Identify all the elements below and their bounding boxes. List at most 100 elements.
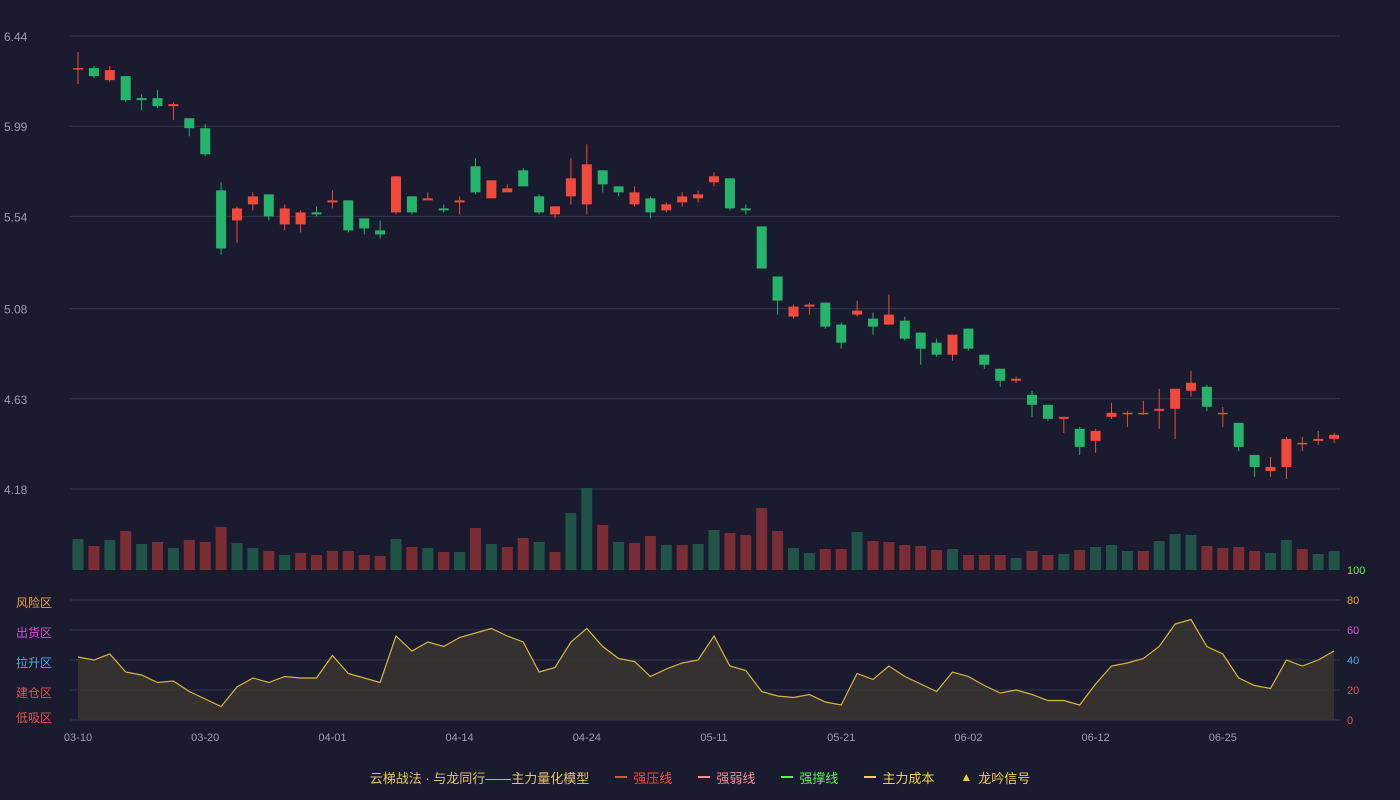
volume-bar (358, 555, 370, 570)
volume-bar (740, 535, 752, 570)
candle-down (931, 338, 942, 357)
candle-body (581, 164, 592, 205)
candle-body (406, 196, 417, 213)
zone-label: 建仓区 (16, 686, 52, 700)
candle-body (724, 178, 735, 209)
candle-down (216, 182, 227, 255)
candle-up (295, 210, 306, 233)
candle-down (136, 94, 147, 111)
volume-bar (1265, 553, 1276, 570)
indicator-line (77, 618, 1335, 708)
candle-body (661, 204, 672, 211)
legend-item-signal[interactable]: ▲ 龙吟信号 (960, 768, 1030, 787)
candle-body (263, 194, 274, 217)
volume-bar (581, 488, 593, 570)
candle-up (1281, 436, 1292, 479)
volume-bar (1328, 551, 1340, 570)
candle-down (263, 194, 274, 221)
candle-body (550, 206, 560, 215)
legend-swatch-main-cost (864, 776, 877, 778)
candle-body (836, 324, 847, 343)
candlestick-series (73, 52, 1340, 479)
candle-up (693, 190, 704, 203)
volume-bar (835, 549, 847, 570)
volume-bar (1010, 558, 1022, 570)
candle-down (343, 200, 354, 233)
volume-bar (756, 508, 768, 570)
volume-bar (1296, 549, 1308, 570)
volume-bar (326, 551, 338, 570)
volume-bar (470, 528, 481, 570)
candle-body (1281, 438, 1292, 467)
volume-bar (88, 546, 100, 570)
candle-down (1201, 384, 1212, 411)
candle-up (1138, 400, 1149, 415)
volume-bar (104, 540, 116, 570)
volume-bar (152, 542, 163, 570)
candle-down (438, 204, 449, 213)
volume-bar (1233, 547, 1245, 570)
candle-up (581, 144, 592, 215)
volume-bar (1280, 540, 1292, 570)
candle-down (740, 204, 751, 215)
volume-bar (485, 544, 497, 570)
volume-bar (772, 531, 784, 570)
candle-body (1138, 412, 1149, 415)
candle-body (359, 218, 370, 229)
candle-down (756, 226, 767, 269)
candle-body (1074, 428, 1085, 447)
candle-body (915, 332, 926, 349)
candle-down (724, 178, 735, 211)
candle-body (422, 198, 433, 201)
volume-bar (994, 555, 1006, 570)
date-tick-label: 05-11 (700, 732, 727, 744)
candle-body (247, 196, 258, 205)
candle-body (1090, 430, 1101, 441)
date-tick-label: 06-12 (1082, 732, 1110, 744)
candle-down (184, 118, 195, 137)
price-tick-label: 4.63 (4, 393, 28, 407)
candle-body (1122, 412, 1133, 415)
indicator-right-tick: 80 (1347, 595, 1359, 607)
volume-bar (390, 539, 402, 570)
volume-bar (613, 542, 625, 570)
candle-down (120, 76, 131, 103)
volume-bar (374, 556, 386, 570)
candle-body (565, 178, 576, 197)
candle-body (1042, 404, 1053, 419)
volume-bar (342, 551, 354, 570)
candle-down (868, 312, 878, 335)
volume-bar (629, 543, 640, 570)
zone-label: 低吸区 (16, 711, 52, 725)
candle-body (152, 98, 163, 107)
candle-down (152, 90, 163, 109)
volume-bar (899, 545, 911, 570)
candle-down (979, 354, 990, 369)
candle-body (1329, 434, 1340, 439)
candle-down (375, 220, 386, 239)
date-axis: 03-10 03-20 04-01 04-14 04-24 05-11 05-21 06-02… (64, 732, 1237, 744)
candle-body (597, 170, 608, 185)
candle-body (232, 208, 242, 221)
volume-bar (1185, 535, 1197, 570)
legend-item-main-cost[interactable]: 主力成本 (864, 768, 934, 787)
legend-item-support[interactable]: 强撑线 (781, 768, 838, 787)
volume-bar (199, 542, 211, 570)
indicator-right-tick: 20 (1347, 685, 1359, 697)
candle-down (915, 332, 926, 365)
candle-body (279, 208, 290, 225)
candle-up (247, 192, 258, 211)
candle-down (995, 368, 1006, 387)
candle-body (979, 354, 990, 365)
candle-up (486, 180, 497, 199)
candle-body (1170, 388, 1181, 409)
zone-label: 出货区 (16, 625, 52, 640)
legend-item-strength[interactable]: 强弱线 (698, 768, 755, 787)
legend-item-resistance[interactable]: 强压线 (615, 768, 672, 787)
volume-bar (183, 540, 195, 570)
volume-bar (962, 555, 974, 570)
price-tick-label: 5.99 (4, 120, 28, 134)
candle-body (1058, 416, 1069, 419)
triangle-icon: ▲ (960, 770, 973, 784)
